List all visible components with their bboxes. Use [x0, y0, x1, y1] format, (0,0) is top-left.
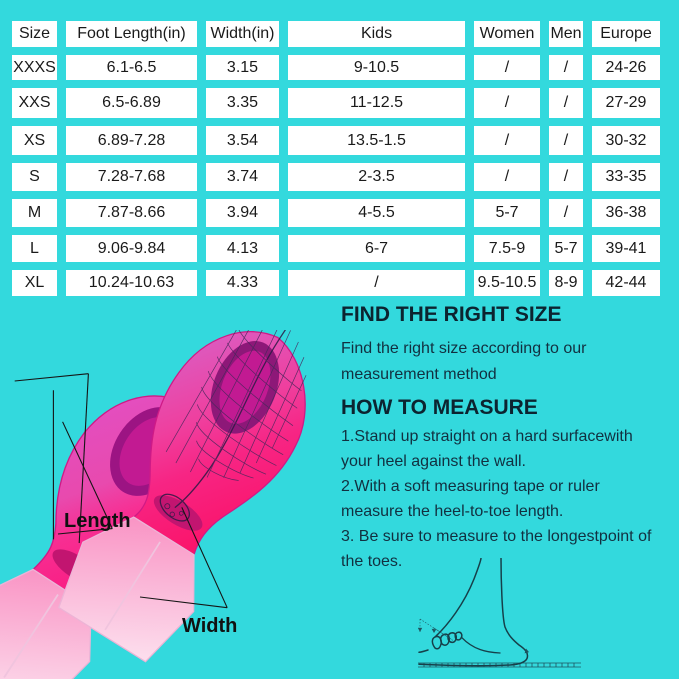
svg-text:Length: Length	[64, 510, 131, 532]
svg-text:Width: Width	[182, 615, 237, 637]
